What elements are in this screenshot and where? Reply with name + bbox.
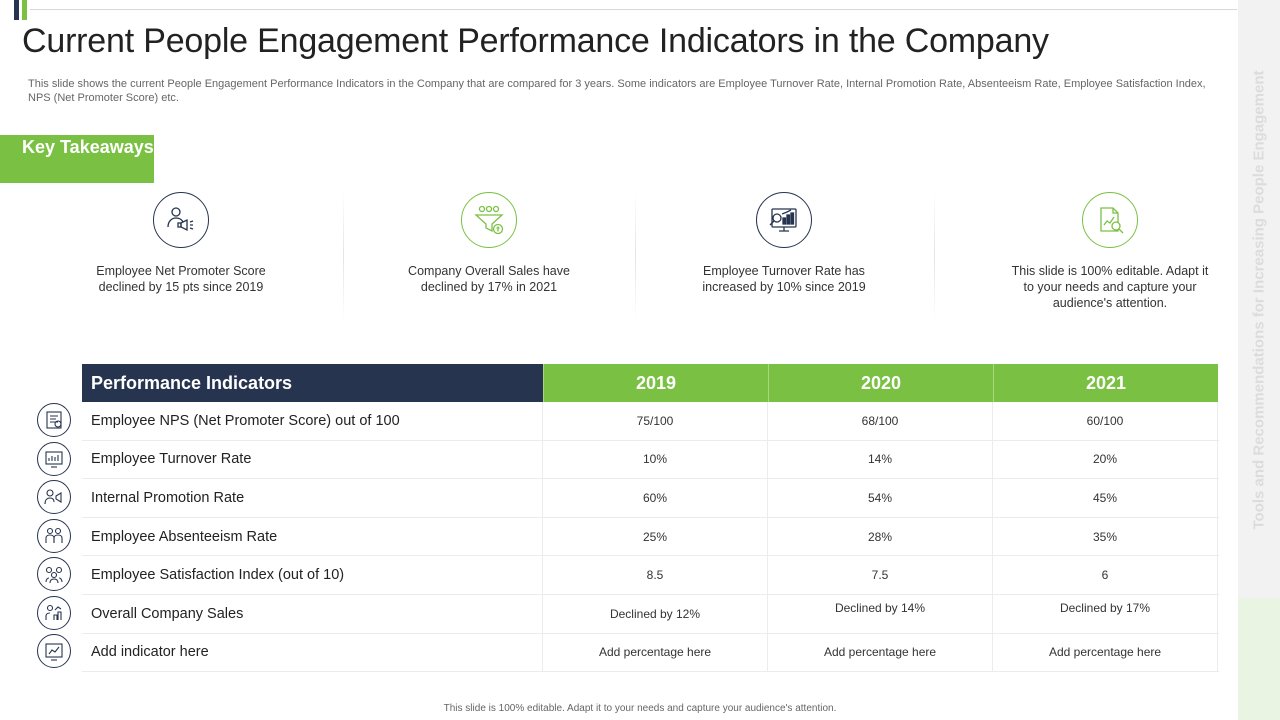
header-2021: 2021 [993,364,1218,402]
funnel-money-icon [461,192,517,248]
user-megaphone-icon [153,192,209,248]
sales-icon [37,596,71,630]
cell-value: 6 [993,556,1218,594]
table-row: Employee Turnover Rate 10% 14% 20% [82,440,1219,480]
cell-value: 60% [543,479,768,517]
table-row: Employee Absenteeism Rate 25% 28% 35% [82,517,1219,557]
cell-value: 14% [768,440,993,479]
table-header: Performance Indicators 2019 2020 2021 [82,364,1219,402]
page-subtitle: This slide shows the current People Enga… [28,78,1206,104]
cell-value: Declined by 17% [993,594,1218,633]
cell-value: 20% [993,440,1218,479]
top-accent-navy [14,0,19,20]
cell-value: 25% [543,517,768,556]
cell-value: Add percentage here [543,633,768,672]
header-2020: 2020 [768,364,993,402]
cell-value: 68/100 [768,402,993,440]
takeaway-1: Employee Net Promoter Score declined by … [81,190,281,295]
row-label: Employee NPS (Net Promoter Score) out of… [82,402,543,440]
takeaway-text: Company Overall Sales have declined by 1… [408,264,570,294]
cell-value: Add percentage here [993,633,1218,672]
header-indicators: Performance Indicators [82,364,543,402]
side-label: Tools and Recommendations for Increasing… [1250,70,1268,530]
cell-value: 10% [543,440,768,479]
chart-magnifier-icon [756,192,812,248]
cell-value: 60/100 [993,402,1218,440]
table-row: Employee NPS (Net Promoter Score) out of… [82,402,1219,441]
cell-value: 35% [993,517,1218,556]
performance-table: Performance Indicators 2019 2020 2021 Em… [82,364,1219,673]
top-accent-green [22,0,27,20]
cell-value: Declined by 14% [768,594,993,633]
cell-value: 75/100 [543,402,768,440]
nps-icon [37,403,71,437]
takeaway-2: Company Overall Sales have declined by 1… [389,190,589,295]
header-2019: 2019 [543,364,768,402]
cell-value: 7.5 [768,556,993,594]
takeaway-separator [635,190,636,322]
key-takeaways-label: Key Takeaways [0,135,154,183]
takeaway-4: This slide is 100% editable. Adapt it to… [1010,190,1210,311]
add-indicator-icon [37,634,71,668]
row-label: Add indicator here [82,633,543,672]
row-label: Overall Company Sales [82,594,543,633]
cell-value: 28% [768,517,993,556]
document-search-icon [1082,192,1138,248]
cell-value: 45% [993,479,1218,517]
cell-value: Add percentage here [768,633,993,672]
takeaway-text: This slide is 100% editable. Adapt it to… [1011,264,1209,310]
turnover-icon [37,442,71,476]
takeaway-text: Employee Turnover Rate has increased by … [702,264,866,294]
satisfaction-icon [37,557,71,591]
table-row: Add indicator here Add percentage here A… [82,633,1219,673]
page-title: Current People Engagement Performance In… [22,22,1049,60]
cell-value: 54% [768,479,993,517]
takeaway-separator [343,190,344,322]
footer-note: This slide is 100% editable. Adapt it to… [443,703,837,714]
row-label: Employee Turnover Rate [82,440,543,479]
table-row: Overall Company Sales Declined by 12% De… [82,594,1219,634]
top-divider [30,9,1237,10]
takeaway-text: Employee Net Promoter Score declined by … [96,264,266,294]
key-takeaways-text: Key Takeaways [22,137,154,157]
cell-value: Declined by 12% [543,594,768,633]
promotion-icon [37,480,71,514]
table-row: Internal Promotion Rate 60% 54% 45% [82,479,1219,518]
takeaway-3: Employee Turnover Rate has increased by … [684,190,884,295]
row-label: Employee Absenteeism Rate [82,517,543,556]
side-panel-accent [1238,598,1280,720]
row-label: Internal Promotion Rate [82,479,543,517]
takeaway-separator [934,190,935,322]
absenteeism-icon [37,519,71,553]
row-label: Employee Satisfaction Index (out of 10) [82,556,543,594]
table-row: Employee Satisfaction Index (out of 10) … [82,556,1219,595]
cell-value: 8.5 [543,556,768,594]
